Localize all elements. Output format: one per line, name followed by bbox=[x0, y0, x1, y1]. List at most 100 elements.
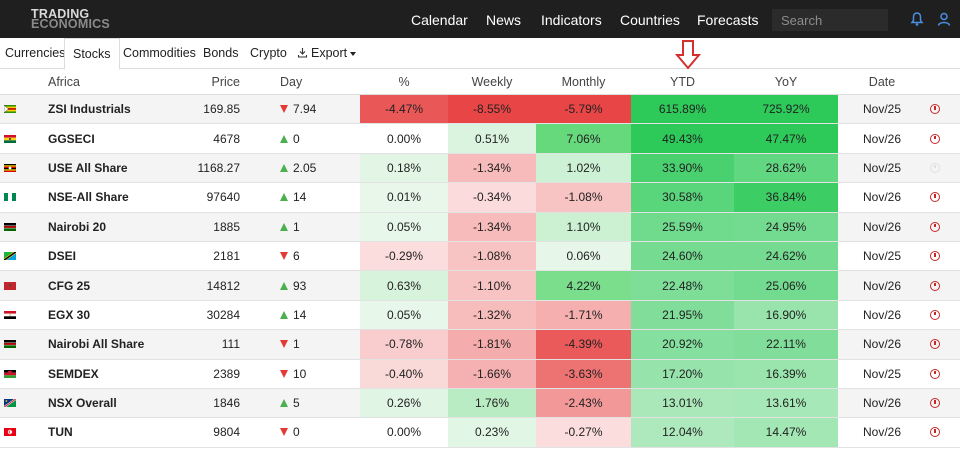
header-ytd[interactable]: YTD bbox=[670, 74, 695, 89]
alarm-clock-icon[interactable] bbox=[930, 104, 940, 115]
alarm-clock-icon[interactable] bbox=[930, 309, 940, 320]
header-price[interactable]: Price bbox=[211, 74, 240, 89]
nav-calendar[interactable]: Calendar bbox=[411, 12, 468, 28]
alert-cell[interactable] bbox=[926, 124, 944, 152]
index-name[interactable]: NSE-All Share bbox=[48, 190, 129, 205]
index-name[interactable]: GGSECI bbox=[48, 131, 95, 146]
alarm-clock-icon[interactable] bbox=[930, 280, 940, 291]
notification-bell-icon[interactable] bbox=[909, 11, 925, 27]
alarm-clock-icon[interactable] bbox=[930, 398, 940, 409]
index-name[interactable]: SEMDEX bbox=[48, 366, 99, 381]
index-name[interactable]: CFG 25 bbox=[48, 278, 91, 293]
brand-line2: ECONOMICS bbox=[31, 17, 110, 31]
day-change-value: 14 bbox=[293, 190, 307, 205]
day-change-value: 0 bbox=[293, 131, 300, 146]
tab-bonds[interactable]: Bonds bbox=[203, 46, 239, 60]
header-monthly[interactable]: Monthly bbox=[561, 74, 606, 89]
index-name[interactable]: Nairobi All Share bbox=[48, 337, 145, 352]
date-value: Nov/26 bbox=[862, 190, 902, 205]
date-value: Nov/26 bbox=[862, 307, 902, 322]
alarm-clock-icon[interactable] bbox=[930, 133, 940, 144]
country-flag-icon bbox=[2, 418, 18, 446]
nav-forecasts[interactable]: Forecasts bbox=[697, 12, 759, 28]
table-row[interactable]: DSEI 2181 6 -0.29% -1.08% 0.06% 24.60% 24.62% No… bbox=[0, 241, 960, 272]
header-weekly[interactable]: Weekly bbox=[471, 74, 513, 89]
export-dropdown[interactable]: Export bbox=[297, 38, 357, 69]
table-row[interactable]: GGSECI 4678 0 0.00% 0.51% 7.06% 49.43% 47.47% No… bbox=[0, 124, 960, 154]
monthly-change: 1.10% bbox=[536, 212, 631, 241]
table-row[interactable]: CFG 25 14812 93 0.63% -1.10% 4.22% 22.48% 25.06… bbox=[0, 271, 960, 301]
market-tabs: Currencies Stocks Commodities Bonds Cryp… bbox=[0, 38, 960, 70]
alarm-clock-icon[interactable] bbox=[930, 368, 940, 379]
arrow-down-icon bbox=[280, 252, 288, 261]
alert-cell[interactable] bbox=[926, 183, 944, 211]
ytd-change: 25.59% bbox=[631, 212, 734, 241]
ytd-change: 615.89% bbox=[631, 95, 734, 124]
alert-cell[interactable] bbox=[926, 271, 944, 299]
tab-commodities[interactable]: Commodities bbox=[123, 46, 196, 60]
index-name[interactable]: USE All Share bbox=[48, 160, 128, 175]
table-row[interactable]: NSE-All Share 97640 14 0.01% -0.34% -1.08% 30.… bbox=[0, 183, 960, 213]
header-day[interactable]: Day bbox=[280, 74, 303, 89]
yoy-change: 13.61% bbox=[734, 388, 838, 418]
date-value: Nov/26 bbox=[862, 425, 902, 440]
day-change-value: 1 bbox=[293, 219, 300, 234]
header-pct[interactable]: % bbox=[398, 74, 410, 89]
price-value: 14812 bbox=[206, 278, 240, 293]
brand-logo[interactable]: TRADING ECONOMICS bbox=[31, 8, 110, 31]
arrow-down-icon bbox=[280, 340, 288, 349]
table-row[interactable]: Nairobi 20 1885 1 0.05% -1.34% 1.10% 25.59% 24.… bbox=[0, 212, 960, 242]
alarm-clock-icon[interactable] bbox=[930, 427, 940, 438]
nav-countries[interactable]: Countries bbox=[620, 12, 680, 28]
alert-cell[interactable] bbox=[926, 95, 944, 123]
alert-cell[interactable] bbox=[926, 330, 944, 358]
alert-cell[interactable] bbox=[926, 360, 944, 388]
alert-cell[interactable] bbox=[926, 213, 944, 241]
index-name[interactable]: ZSI Industrials bbox=[48, 102, 131, 117]
alarm-clock-icon[interactable] bbox=[930, 221, 940, 232]
user-account-icon[interactable] bbox=[936, 11, 952, 27]
alert-cell[interactable] bbox=[926, 418, 944, 446]
header-region[interactable]: Africa bbox=[48, 74, 80, 89]
tab-crypto[interactable]: Crypto bbox=[250, 46, 287, 60]
index-name[interactable]: DSEI bbox=[48, 249, 77, 264]
country-flag-icon bbox=[2, 271, 18, 299]
yoy-change: 24.95% bbox=[734, 212, 838, 241]
index-name[interactable]: TUN bbox=[48, 425, 73, 440]
alert-cell[interactable] bbox=[926, 242, 944, 270]
price-value: 169.85 bbox=[203, 102, 240, 117]
day-change: 1 bbox=[280, 213, 350, 241]
arrow-up-icon bbox=[280, 222, 288, 231]
alert-cell[interactable] bbox=[926, 154, 944, 182]
nav-news[interactable]: News bbox=[486, 12, 522, 28]
date-value: Nov/25 bbox=[862, 366, 902, 381]
alarm-clock-icon[interactable] bbox=[930, 162, 940, 173]
header-date[interactable]: Date bbox=[868, 74, 896, 89]
index-name[interactable]: Nairobi 20 bbox=[48, 219, 107, 234]
table-row[interactable]: TUN 9804 0 0.00% 0.23% -0.27% 12.04% 14.47% Nov/… bbox=[0, 418, 960, 448]
table-row[interactable]: Nairobi All Share 111 1 -0.78% -1.81% -4.39% 2… bbox=[0, 330, 960, 360]
alert-cell[interactable] bbox=[926, 301, 944, 329]
country-flag-icon bbox=[2, 242, 18, 270]
price-value: 97640 bbox=[206, 190, 240, 205]
index-name[interactable]: EGX 30 bbox=[48, 307, 91, 322]
alert-cell[interactable] bbox=[926, 389, 944, 417]
table-row[interactable]: SEMDEX 2389 10 -0.40% -1.66% -3.63% 17.20% 16.3… bbox=[0, 359, 960, 389]
tab-currencies[interactable]: Currencies bbox=[5, 46, 66, 60]
alarm-clock-icon[interactable] bbox=[930, 192, 940, 203]
table-row[interactable]: NSX Overall 1846 5 0.26% 1.76% -2.43% 13.01% 13… bbox=[0, 388, 960, 419]
alarm-clock-icon[interactable] bbox=[930, 339, 940, 350]
monthly-change: -4.39% bbox=[536, 330, 631, 359]
alarm-clock-icon[interactable] bbox=[930, 251, 940, 262]
table-row[interactable]: EGX 30 30284 14 0.05% -1.32% -1.71% 21.95% 16.9… bbox=[0, 300, 960, 331]
table-row[interactable]: ZSI Industrials 169.85 7.94 -4.47% -8.55% -5.… bbox=[0, 95, 960, 125]
nav-indicators[interactable]: Indicators bbox=[541, 12, 602, 28]
date-value: Nov/26 bbox=[862, 396, 902, 411]
pct-change: -0.29% bbox=[360, 241, 448, 271]
header-yoy[interactable]: YoY bbox=[774, 74, 798, 89]
table-row[interactable]: USE All Share 1168.27 2.05 0.18% -1.34% 1.02%… bbox=[0, 153, 960, 184]
stocks-table: Africa Price Day % Weekly Monthly YTD Yo… bbox=[0, 69, 960, 448]
tab-stocks[interactable]: Stocks bbox=[64, 38, 120, 70]
search-input[interactable] bbox=[772, 9, 888, 31]
index-name[interactable]: NSX Overall bbox=[48, 396, 117, 411]
